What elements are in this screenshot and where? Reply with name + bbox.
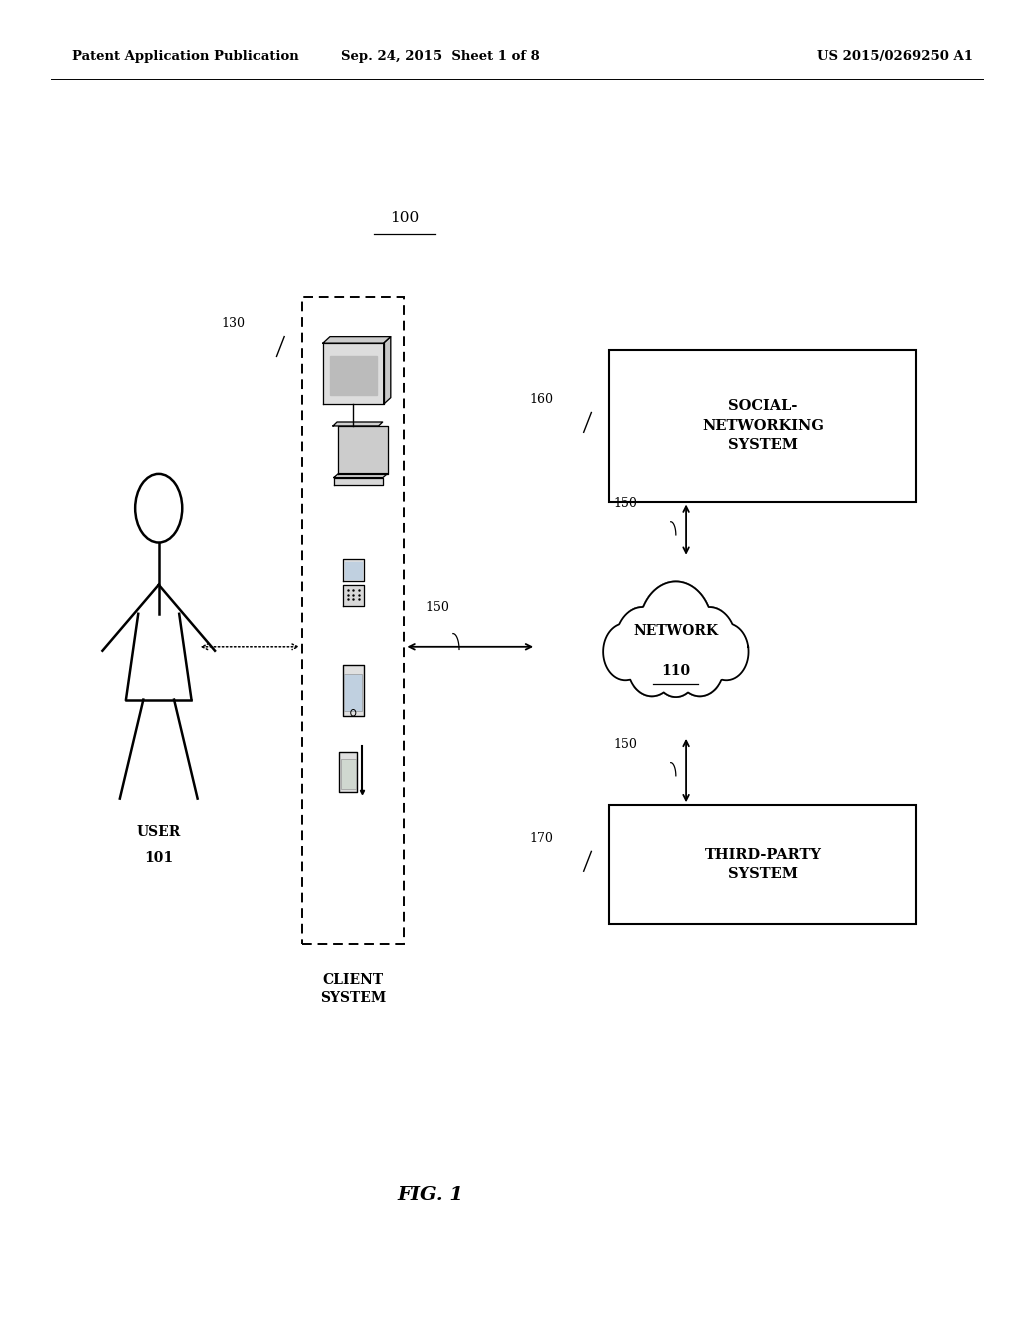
Polygon shape [338,426,387,474]
Polygon shape [330,356,377,396]
Text: 150: 150 [426,601,450,614]
Ellipse shape [589,603,762,692]
Polygon shape [384,337,391,404]
Text: 130: 130 [222,317,246,330]
Text: THIRD-PARTY
SYSTEM: THIRD-PARTY SYSTEM [705,847,821,882]
Circle shape [603,623,647,680]
Text: 150: 150 [613,738,637,751]
Circle shape [675,634,724,697]
Circle shape [705,623,749,680]
Circle shape [628,634,677,697]
Text: NETWORK: NETWORK [633,624,719,638]
Bar [343,665,364,715]
Circle shape [682,607,736,677]
Bar [341,759,355,788]
Polygon shape [323,337,391,343]
Polygon shape [345,562,361,578]
Polygon shape [323,343,384,404]
Polygon shape [333,422,383,426]
Bar [339,752,357,792]
Polygon shape [334,474,387,478]
Text: 160: 160 [529,393,553,407]
Polygon shape [603,582,749,697]
Polygon shape [334,478,383,486]
Text: 101: 101 [144,851,173,866]
Circle shape [639,581,713,676]
Text: USER: USER [136,825,181,840]
Circle shape [615,607,670,677]
Bar [609,350,916,502]
Text: CLIENT
SYSTEM: CLIENT SYSTEM [321,973,386,1006]
Bar [344,675,362,710]
Polygon shape [342,585,365,606]
Text: Patent Application Publication: Patent Application Publication [72,50,298,63]
Text: 150: 150 [613,496,637,510]
Text: 100: 100 [390,211,419,224]
Text: 110: 110 [662,664,690,677]
Text: 170: 170 [529,832,553,845]
Bar [609,805,916,924]
Text: Sep. 24, 2015  Sheet 1 of 8: Sep. 24, 2015 Sheet 1 of 8 [341,50,540,63]
Polygon shape [342,558,365,581]
Circle shape [653,640,698,697]
Text: US 2015/0269250 A1: US 2015/0269250 A1 [817,50,973,63]
Text: SOCIAL-
NETWORKING
SYSTEM: SOCIAL- NETWORKING SYSTEM [701,399,824,453]
Bar [302,297,404,944]
Text: FIG. 1: FIG. 1 [397,1185,463,1204]
